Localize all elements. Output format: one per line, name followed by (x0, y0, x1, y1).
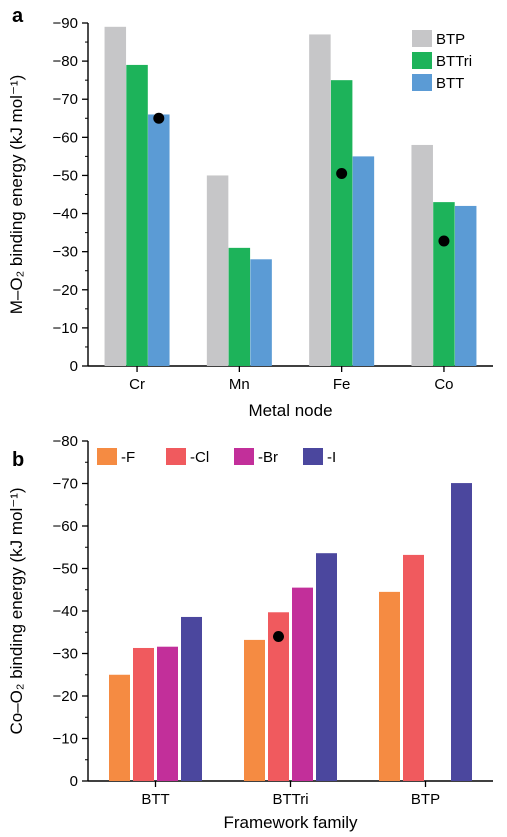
bar-btp-f (379, 591, 400, 781)
bar-btt-cl (133, 647, 154, 781)
data-marker (438, 235, 450, 247)
bar-btp-cl (403, 554, 424, 781)
bar-bttri-i (316, 553, 337, 781)
bar-cr-btp (104, 26, 127, 367)
legend-swatch (303, 448, 323, 465)
legend-swatch (234, 448, 254, 465)
bar-fe-btp (309, 34, 331, 366)
legend-label: -Br (258, 449, 278, 466)
x-axis-title: Metal node (248, 401, 332, 420)
y-tick-label: −80 (53, 433, 78, 450)
bar-mn-btt (250, 259, 272, 366)
bar-cr-bttri (126, 64, 148, 366)
y-tick-label: −90 (53, 15, 78, 32)
y-tick-label: 0 (70, 773, 78, 790)
data-marker (336, 168, 348, 180)
legend-swatch (412, 74, 432, 91)
panel-letter: b (12, 449, 24, 471)
data-marker (273, 631, 284, 642)
legend-label: BTP (436, 31, 465, 48)
legend-label: BTTri (436, 53, 472, 70)
bar-bttri-br (292, 587, 313, 781)
bar-btt-br (157, 646, 178, 781)
x-tick-label: BTTri (272, 791, 308, 808)
bar-mn-bttri (228, 247, 251, 366)
y-tick-label: −10 (53, 731, 78, 748)
legend: BTP BTTri BTT (412, 30, 472, 92)
legend-label: BTT (436, 75, 464, 92)
legend: -F -Cl -Br -I (97, 448, 336, 466)
legend-swatch (412, 30, 432, 47)
y-tick-label: −40 (53, 206, 78, 223)
legend-label: -Cl (190, 449, 209, 466)
y-axis-title: Co–O₂ binding energy (kJ mol⁻¹) (7, 487, 26, 734)
chart-panel-a: a 0 −10 −20 −30 −40 −50 −60 −70 −80 −90 Cr Mn Fe Co Met… (7, 5, 493, 420)
x-tick-label: Cr (129, 376, 145, 393)
bar-co-btp (411, 144, 433, 366)
bar-bttri-cl (268, 612, 289, 781)
y-tick-label: −50 (53, 561, 78, 578)
bar-btt-i (181, 616, 202, 781)
bar-cr-btt (148, 114, 170, 366)
y-tick-label: −30 (53, 244, 78, 261)
legend-label: -I (327, 449, 336, 466)
legend-swatch (97, 448, 117, 465)
bar-bttri-f (244, 639, 265, 781)
x-axis-title: Framework family (223, 813, 358, 832)
bar-co-bttri (433, 202, 455, 366)
bar-btt-f (109, 674, 130, 781)
legend-swatch (166, 448, 186, 465)
bar-co-btt (454, 205, 477, 366)
y-tick-label: −80 (53, 53, 78, 70)
x-tick-label: Co (434, 376, 453, 393)
x-tick-label: BTP (411, 791, 440, 808)
y-tick-label: −60 (53, 129, 78, 146)
bar-btp-i (451, 483, 472, 781)
y-tick-label: −70 (53, 91, 78, 108)
bar-mn-btp (206, 175, 229, 366)
chart-panel-b: b 0 −10 −20 −30 −40 −50 −60 −70 −80 BTT BTTri BTP Fra… (7, 433, 493, 832)
x-tick-label: BTT (141, 791, 169, 808)
y-tick-label: 0 (70, 358, 78, 375)
y-tick-label: −20 (53, 282, 78, 299)
data-marker (153, 112, 165, 124)
y-tick-label: −10 (53, 320, 78, 337)
bar-fe-btt (352, 156, 375, 366)
y-tick-label: −70 (53, 476, 78, 493)
legend-label: -F (121, 449, 135, 466)
y-tick-label: −40 (53, 603, 78, 620)
y-tick-label: −30 (53, 646, 78, 663)
x-tick-label: Fe (333, 376, 351, 393)
bar-fe-bttri (330, 80, 353, 367)
panel-letter: a (12, 5, 24, 27)
y-tick-label: −20 (53, 688, 78, 705)
y-tick-label: −50 (53, 167, 78, 184)
x-tick-label: Mn (229, 376, 250, 393)
y-axis-title: M–O₂ binding energy (kJ mol⁻¹) (7, 75, 26, 315)
legend-swatch (412, 52, 432, 69)
y-tick-label: −60 (53, 518, 78, 535)
